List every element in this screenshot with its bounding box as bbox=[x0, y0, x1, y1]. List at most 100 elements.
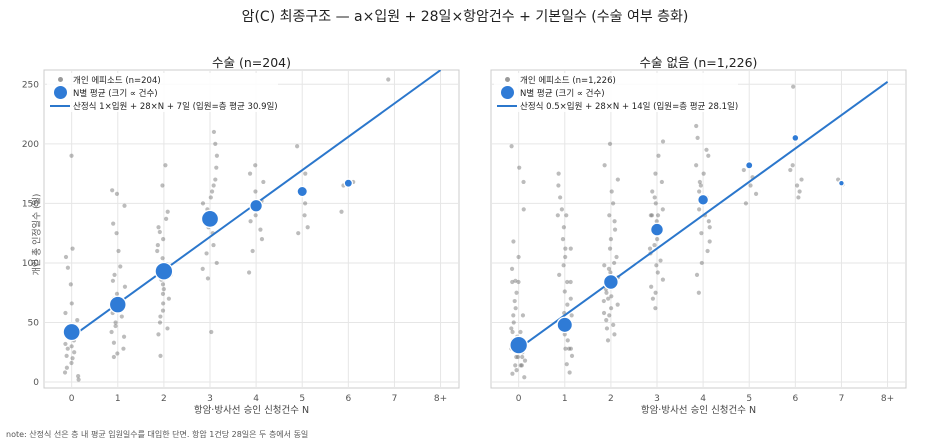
y-tick-label: 100 bbox=[22, 259, 39, 269]
individual-point bbox=[518, 329, 523, 335]
individual-point bbox=[649, 284, 654, 289]
individual-point bbox=[386, 77, 391, 82]
individual-point bbox=[604, 318, 609, 323]
individual-point bbox=[214, 165, 219, 170]
individual-point bbox=[556, 183, 561, 188]
individual-point bbox=[568, 246, 573, 251]
group-mean-point bbox=[200, 209, 220, 229]
x-tick-label: 1 bbox=[115, 394, 121, 404]
individual-point bbox=[209, 329, 214, 335]
individual-point bbox=[696, 290, 701, 295]
individual-point bbox=[161, 237, 166, 242]
individual-point bbox=[609, 189, 614, 194]
individual-point bbox=[560, 237, 566, 242]
individual-point bbox=[653, 201, 658, 206]
legend-label-formula: 산정식 1×입원 + 28×N + 7일 (입원=층 평균 30.9일) bbox=[73, 101, 278, 112]
individual-point bbox=[516, 254, 521, 260]
individual-point bbox=[568, 279, 573, 285]
individual-point bbox=[250, 248, 255, 254]
plot-frame bbox=[43, 69, 460, 389]
group-mean-point bbox=[296, 185, 309, 198]
individual-point bbox=[518, 363, 523, 368]
individual-point bbox=[69, 301, 74, 306]
individual-point bbox=[655, 213, 661, 218]
individual-point bbox=[652, 242, 657, 248]
y-tick-label: 150 bbox=[22, 199, 39, 209]
group-mean-point bbox=[249, 198, 264, 213]
individual-point bbox=[601, 310, 607, 316]
individual-point bbox=[695, 135, 700, 140]
individual-point bbox=[246, 270, 252, 275]
individual-point bbox=[559, 207, 564, 212]
plot-frame bbox=[490, 69, 907, 389]
individual-point bbox=[647, 246, 653, 251]
x-axis-label-no-surgery: 항암·방사선 승인 신청건수 N bbox=[640, 405, 757, 416]
individual-point bbox=[258, 227, 263, 232]
individual-point bbox=[113, 323, 118, 329]
y-tick-label: 0 bbox=[33, 378, 39, 388]
legend-item-individual: 개인 에피소드 (n=1,226) bbox=[494, 73, 738, 86]
legend-surgery: 개인 에피소드 (n=204) N별 평균 (크기 ∝ 건수) 산정식 1×입원… bbox=[47, 73, 278, 112]
individual-point bbox=[156, 332, 161, 337]
x-tick-label: 1 bbox=[562, 394, 568, 404]
legend-item-group-mean: N별 평균 (크기 ∝ 건수) bbox=[47, 85, 278, 100]
individual-point bbox=[72, 350, 77, 355]
individual-point bbox=[707, 239, 712, 244]
legend-no-surgery: 개인 에피소드 (n=1,226) N별 평균 (크기 ∝ 건수) 산정식 0.… bbox=[494, 73, 739, 112]
individual-point bbox=[63, 341, 68, 347]
individual-point bbox=[704, 147, 709, 152]
group-mean-point bbox=[154, 261, 174, 281]
individual-point bbox=[606, 296, 611, 301]
individual-point bbox=[612, 227, 618, 232]
legend-label-individual: 개인 에피소드 (n=1,226) bbox=[520, 75, 616, 86]
individual-point bbox=[214, 260, 219, 266]
x-tick-label: 2 bbox=[608, 394, 614, 404]
group-mean-point bbox=[62, 322, 81, 342]
individual-point bbox=[200, 266, 205, 271]
individual-point bbox=[68, 282, 73, 287]
individual-point bbox=[562, 332, 567, 337]
individual-point bbox=[568, 296, 573, 301]
individual-point bbox=[64, 353, 69, 358]
legend-symbol-group-mean bbox=[52, 85, 68, 100]
group-mean-point bbox=[745, 161, 754, 170]
x-tick-label: 6 bbox=[792, 394, 798, 404]
individual-point bbox=[160, 291, 166, 297]
individual-point bbox=[650, 296, 656, 301]
individual-point bbox=[519, 363, 524, 368]
individual-point bbox=[248, 219, 253, 224]
individual-point bbox=[748, 183, 753, 188]
individual-point bbox=[514, 368, 519, 373]
formula-line bbox=[518, 80, 889, 350]
individual-point bbox=[694, 163, 699, 168]
individual-point bbox=[656, 153, 661, 158]
individual-point bbox=[253, 189, 258, 194]
individual-point bbox=[211, 183, 216, 188]
individual-point bbox=[602, 263, 607, 268]
x-tick-label: 0 bbox=[516, 394, 522, 404]
individual-point bbox=[163, 163, 168, 168]
individual-point bbox=[741, 167, 746, 173]
individual-point bbox=[512, 298, 517, 304]
individual-point bbox=[615, 177, 620, 182]
individual-point bbox=[561, 263, 566, 268]
individual-point bbox=[513, 363, 518, 368]
y-tick-label: 200 bbox=[22, 140, 39, 150]
x-tick-label: 0 bbox=[69, 394, 75, 404]
individual-point bbox=[161, 301, 166, 306]
group-mean-point bbox=[602, 274, 619, 290]
footnote: note: 산정식 선은 층 내 평균 입원일수를 대입한 단면. 항암 1건당… bbox=[6, 430, 309, 439]
marks-layer bbox=[62, 70, 442, 382]
individual-point bbox=[160, 308, 166, 313]
individual-point bbox=[602, 163, 607, 168]
individual-point bbox=[213, 177, 218, 182]
individual-point bbox=[615, 302, 620, 307]
individual-point bbox=[160, 282, 166, 287]
individual-point bbox=[122, 284, 128, 289]
individual-point bbox=[76, 373, 81, 379]
individual-point bbox=[753, 191, 759, 196]
marks-layer bbox=[509, 80, 889, 380]
individual-point bbox=[743, 201, 749, 206]
individual-point bbox=[63, 310, 68, 316]
individual-point bbox=[565, 302, 570, 307]
